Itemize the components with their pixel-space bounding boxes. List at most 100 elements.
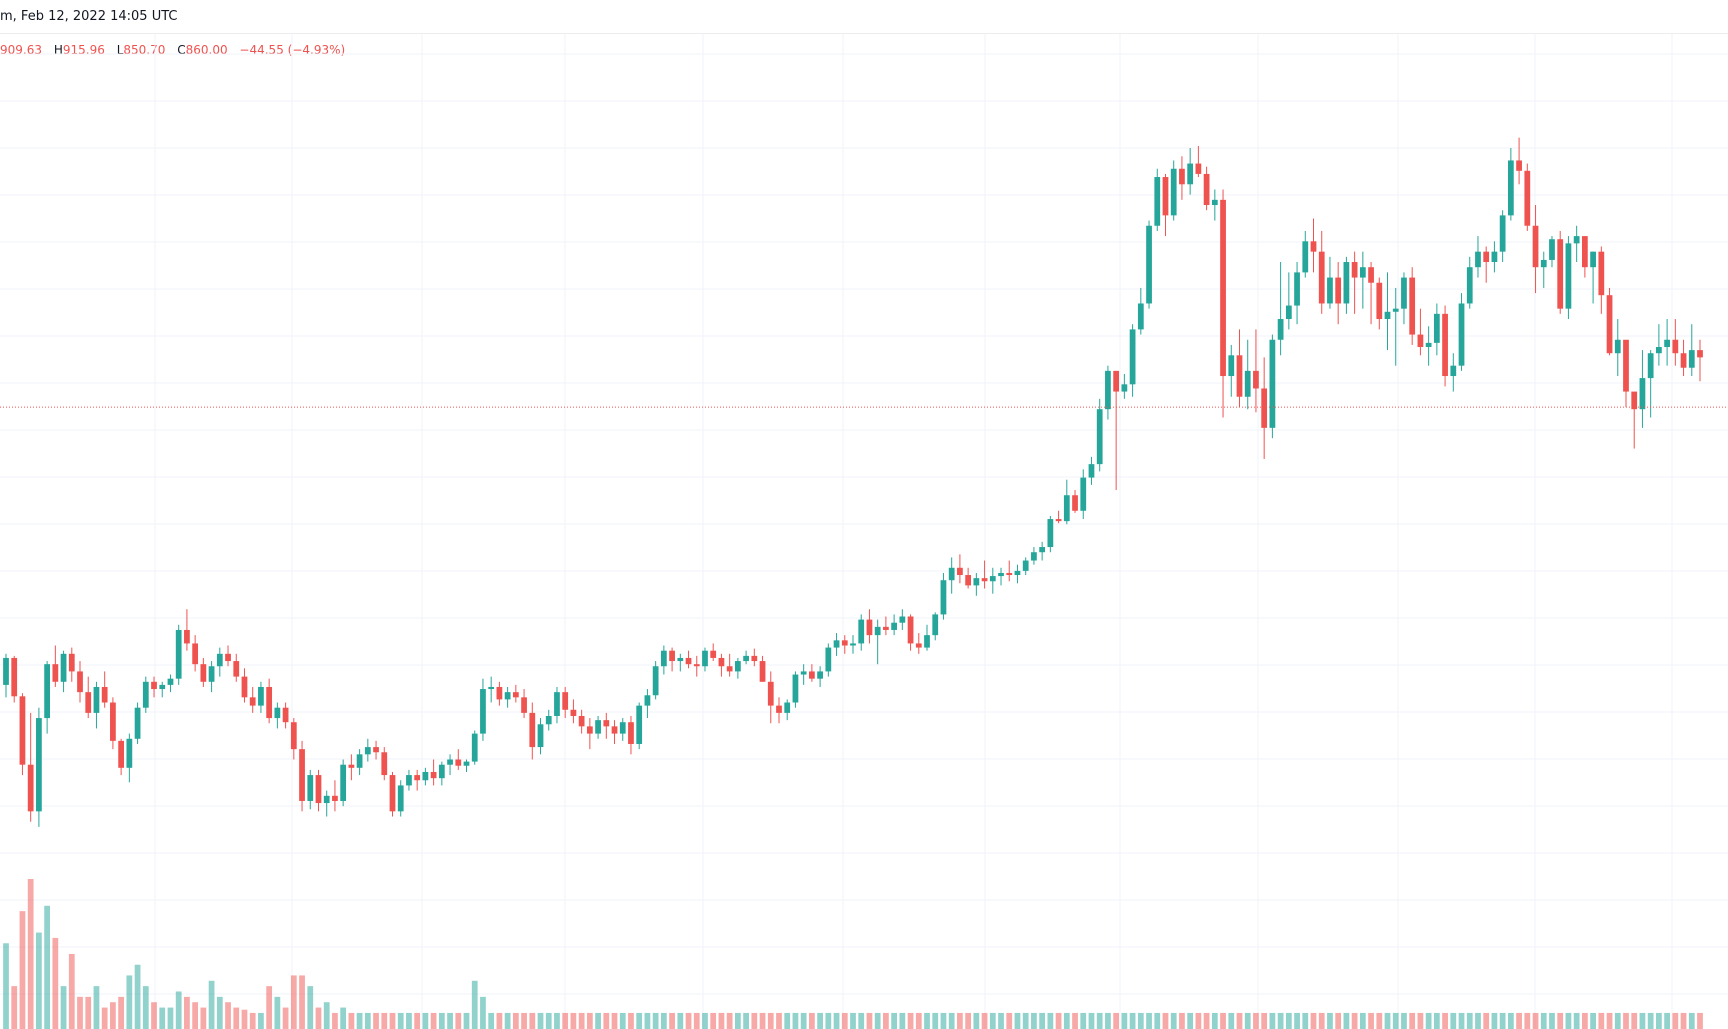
candle-body xyxy=(496,686,503,700)
volume-bar xyxy=(1022,1012,1029,1029)
candle-body xyxy=(1697,350,1703,358)
candle-body xyxy=(784,702,791,713)
candle-body xyxy=(685,657,692,665)
candle xyxy=(1359,251,1366,309)
candle-body xyxy=(77,671,83,693)
candle xyxy=(521,689,527,719)
candle-body xyxy=(1253,370,1259,389)
candle xyxy=(619,718,626,741)
candle-body xyxy=(258,686,264,706)
candle-body xyxy=(1318,251,1325,304)
candle-body xyxy=(874,626,881,636)
candle xyxy=(167,674,174,693)
candle-body xyxy=(1409,277,1416,335)
candlestick-chart[interactable] xyxy=(0,34,1728,1029)
volume-bar xyxy=(1409,1012,1416,1029)
volume-bar xyxy=(414,1012,421,1029)
volume-bar xyxy=(776,1012,782,1029)
candle xyxy=(734,657,741,679)
volume-bar xyxy=(998,1012,1004,1029)
candle-body xyxy=(1573,236,1580,244)
candle xyxy=(1285,272,1292,330)
volume-bar xyxy=(274,996,281,1029)
volume-bar xyxy=(1450,1012,1457,1029)
volume-bar xyxy=(167,1007,174,1029)
candle-body xyxy=(1549,239,1555,260)
candle xyxy=(77,661,83,703)
volume-bar xyxy=(471,980,478,1029)
volume-bar xyxy=(726,1012,733,1029)
candle xyxy=(315,769,322,812)
candle-body xyxy=(924,635,930,648)
candle-body xyxy=(282,707,289,723)
candle-body xyxy=(1187,163,1194,185)
candle xyxy=(989,567,996,594)
candle xyxy=(1376,277,1383,330)
candle-body xyxy=(965,575,972,586)
candle xyxy=(1327,256,1333,309)
candle xyxy=(1639,350,1646,428)
candle-body xyxy=(1285,305,1292,320)
candle-body xyxy=(406,775,412,786)
candle xyxy=(200,657,207,687)
candle xyxy=(1294,262,1300,325)
candle xyxy=(1302,230,1309,278)
candle xyxy=(1507,148,1514,221)
candle xyxy=(537,718,544,755)
candle xyxy=(422,767,429,786)
volume-bar xyxy=(1179,1012,1185,1029)
candle-body xyxy=(504,692,511,700)
candle-body xyxy=(389,775,396,812)
candle-body xyxy=(1475,251,1481,268)
volume-bar xyxy=(1639,1012,1646,1029)
volume-bar xyxy=(1211,1012,1218,1029)
candle xyxy=(208,661,215,693)
candle xyxy=(1384,272,1391,351)
candle xyxy=(924,624,930,651)
candle xyxy=(1442,305,1448,387)
candle xyxy=(693,655,700,677)
candle-body xyxy=(463,761,470,766)
candle-body xyxy=(1516,160,1522,171)
candle xyxy=(1146,220,1152,309)
candle xyxy=(471,730,478,765)
candle-body xyxy=(1203,173,1210,206)
candle-body xyxy=(677,657,684,662)
volume-bar xyxy=(110,1002,116,1029)
candle xyxy=(702,647,708,672)
volume-bar xyxy=(1392,1012,1399,1029)
candle-body xyxy=(1294,272,1300,306)
candle-body xyxy=(118,740,125,768)
volume-bar xyxy=(216,996,223,1029)
candle-body xyxy=(1063,495,1070,522)
candle xyxy=(973,572,980,596)
candle xyxy=(19,693,26,776)
volume-bar xyxy=(891,1012,897,1029)
volume-bar xyxy=(27,879,34,1029)
candle xyxy=(447,754,453,776)
candle-body xyxy=(1072,495,1078,511)
volume-bar xyxy=(677,1012,684,1029)
candle xyxy=(1614,319,1621,377)
volume-bar xyxy=(208,980,215,1029)
candle-body xyxy=(1590,251,1596,268)
volume-bar xyxy=(1540,1012,1547,1029)
candle-body xyxy=(1269,339,1276,428)
candle-body xyxy=(1261,388,1268,428)
volume-bar xyxy=(323,1002,330,1029)
volume-bar xyxy=(249,1012,256,1029)
candle xyxy=(1351,251,1358,314)
volume-bar xyxy=(241,1009,248,1029)
candle-body xyxy=(1631,391,1638,410)
volume-bar xyxy=(1236,1012,1243,1029)
volume-bar xyxy=(389,1012,396,1029)
candle-body xyxy=(167,678,174,685)
volume-bar xyxy=(948,1012,955,1029)
volume-bar xyxy=(1581,1012,1588,1029)
candle xyxy=(1244,339,1251,410)
volume-bar xyxy=(151,1002,157,1029)
candle xyxy=(1014,564,1021,584)
candle-body xyxy=(1623,339,1629,392)
volume-bar xyxy=(1549,1012,1555,1029)
candle-body xyxy=(471,733,478,762)
